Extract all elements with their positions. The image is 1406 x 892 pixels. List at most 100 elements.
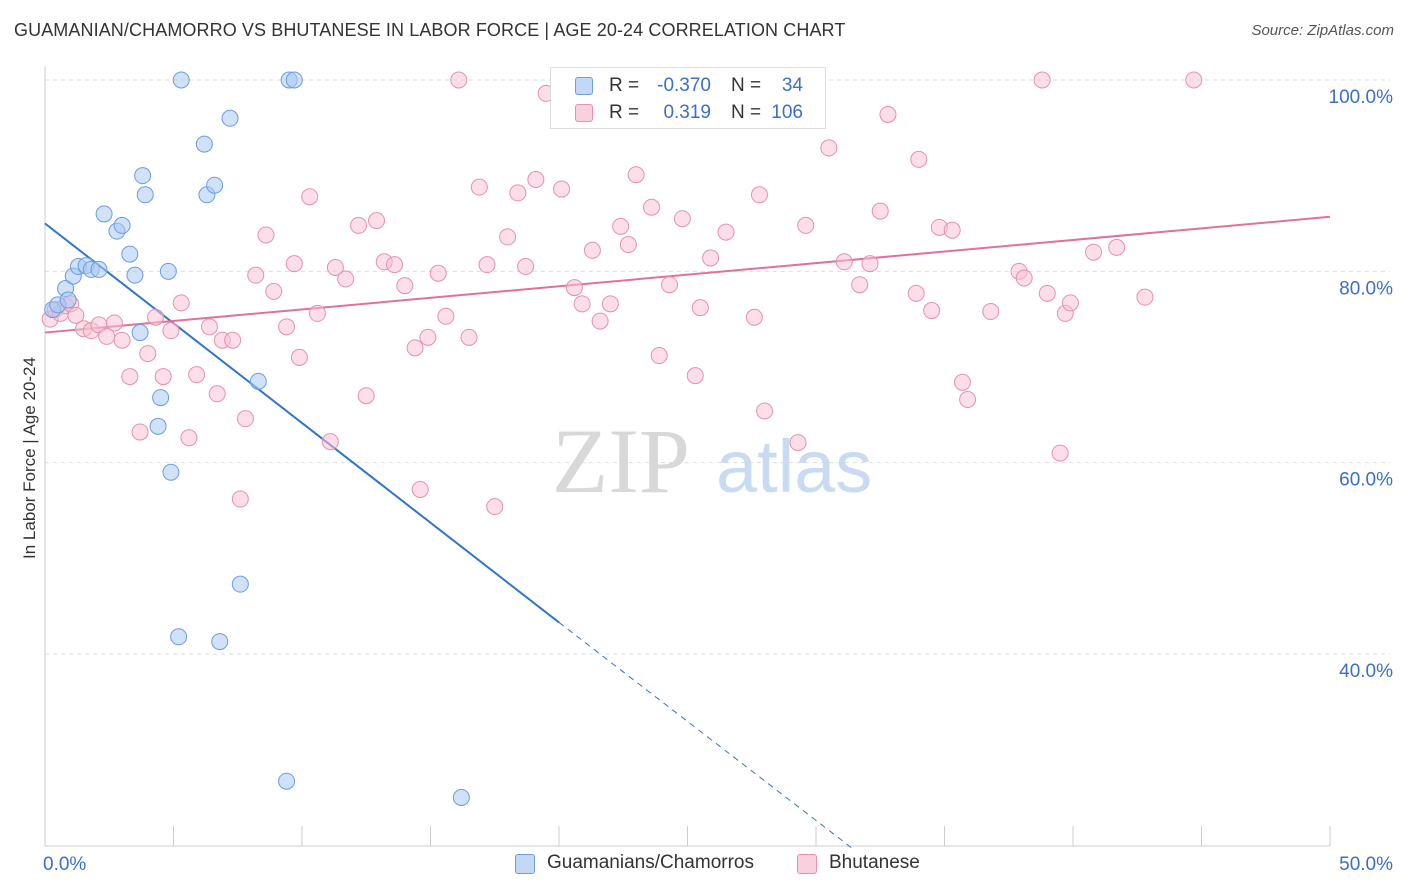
data-point-bhutanese [717, 223, 735, 241]
data-point-bhutanese [1061, 294, 1079, 312]
data-point-bhutanese [326, 259, 344, 277]
data-point-bhutanese [851, 276, 869, 294]
data-point-bhutanese [357, 387, 375, 405]
legend-row-guamanians: R = -0.370 N = 34 [551, 74, 825, 100]
data-point-bhutanese [188, 366, 206, 384]
data-point-bhutanese [686, 367, 704, 385]
data-point-guamanians [452, 789, 470, 806]
data-point-bhutanese [406, 339, 424, 357]
data-point-bhutanese [943, 221, 961, 239]
data-point-bhutanese [105, 314, 123, 332]
data-point-bhutanese [285, 255, 303, 273]
data-point-bhutanese [411, 480, 429, 498]
data-point-bhutanese [673, 210, 691, 228]
data-point-guamanians [152, 389, 170, 407]
data-point-bhutanese [583, 241, 601, 259]
data-point-guamanians [90, 260, 108, 278]
trend-line-dashed [558, 622, 855, 851]
chart-title: GUAMANIAN/CHAMORRO VS BHUTANESE IN LABOR… [14, 20, 846, 40]
data-point-bhutanese [619, 236, 637, 254]
data-point-bhutanese [113, 331, 131, 349]
x-tick-label-min: 0.0% [43, 854, 86, 875]
data-point-guamanians [170, 628, 188, 646]
trend-line-solid [44, 222, 560, 624]
data-point-bhutanese [1051, 444, 1069, 462]
x-tick-label-max: 50.0% [1339, 854, 1393, 875]
y-tick-label: 40.0% [1339, 661, 1393, 682]
data-point-bhutanese [321, 433, 339, 451]
data-point-bhutanese [396, 277, 414, 295]
data-point-bhutanese [419, 328, 437, 346]
y-tick-label: 60.0% [1339, 470, 1393, 491]
data-point-bhutanese [450, 71, 468, 89]
trend-line-bhutanese [44, 215, 1331, 334]
legend-n-label: N = [731, 75, 762, 96]
data-point-bhutanese [470, 178, 488, 196]
data-point-bhutanese [301, 188, 319, 206]
data-point-bhutanese [162, 322, 180, 340]
data-point-bhutanese [573, 295, 591, 313]
data-point-bhutanese [1136, 288, 1154, 306]
data-point-bhutanese [661, 276, 679, 294]
data-point-bhutanese [224, 331, 242, 349]
data-point-bhutanese [257, 226, 275, 244]
data-point-bhutanese [861, 255, 879, 273]
data-point-bhutanese [953, 373, 971, 391]
data-point-bhutanese [612, 217, 630, 235]
legend-r-label: R = [609, 102, 640, 123]
y-tick-label: 100.0% [1329, 87, 1394, 108]
tick-labels: 40.0% 60.0% 80.0% 100.0% 0.0% 50.0% [43, 87, 1393, 875]
data-point-bhutanese [509, 184, 527, 202]
data-point-bhutanese [1033, 71, 1051, 89]
data-point-guamanians [285, 71, 303, 89]
data-point-bhutanese [147, 308, 165, 326]
data-point-guamanians [159, 262, 177, 280]
data-point-bhutanese [1085, 243, 1103, 261]
data-point-bhutanese [437, 307, 455, 325]
data-point-bhutanese [486, 498, 504, 516]
data-point-guamanians [221, 109, 239, 127]
data-point-guamanians [195, 135, 213, 153]
bottom-legend-swatch-pink [797, 854, 817, 874]
legend-row-bhutanese: R = 0.319 N = 106 [551, 101, 825, 127]
data-point-bhutanese [478, 256, 496, 274]
data-point-bhutanese [67, 306, 85, 324]
data-point-bhutanese [789, 434, 807, 452]
data-point-bhutanese [553, 180, 571, 198]
data-point-guamanians [162, 463, 180, 481]
bottom-legend-label: Bhutanese [829, 852, 920, 873]
data-point-bhutanese [982, 303, 1000, 321]
legend-r-label: R = [609, 75, 640, 96]
data-point-bhutanese [386, 256, 404, 274]
data-point-guamanians [149, 417, 167, 435]
data-point-guamanians [211, 633, 229, 651]
data-point-bhutanese [172, 294, 190, 312]
data-point-guamanians [249, 372, 267, 390]
data-point-bhutanese [265, 282, 283, 300]
data-point-bhutanese [121, 368, 139, 386]
legend-r-value: 0.319 [663, 102, 711, 123]
data-point-bhutanese [1185, 71, 1203, 89]
data-point-bhutanese [627, 166, 645, 184]
data-point-guamanians [121, 245, 139, 263]
data-point-bhutanese [691, 299, 709, 317]
y-axis-label: In Labor Force | Age 20-24 [20, 357, 39, 559]
data-point-bhutanese [236, 410, 254, 428]
data-point-bhutanese [745, 308, 763, 326]
legend-n-value: 106 [771, 102, 803, 123]
source-credit: Source: ZipAtlas.com [1251, 22, 1394, 39]
data-point-guamanians [136, 186, 154, 204]
legend-swatch-blue [575, 77, 593, 95]
data-point-bhutanese [910, 150, 928, 168]
data-point-bhutanese [643, 198, 661, 216]
data-point-bhutanese [517, 258, 535, 276]
data-point-bhutanese [460, 328, 478, 346]
data-point-bhutanese [879, 105, 897, 123]
points-bhutanese [41, 71, 1203, 516]
data-point-bhutanese [154, 368, 172, 386]
legend-r-value: -0.370 [657, 75, 711, 96]
data-point-guamanians [172, 71, 190, 89]
data-point-guamanians [95, 205, 113, 223]
data-point-guamanians [131, 324, 149, 342]
data-point-bhutanese [1108, 238, 1126, 256]
